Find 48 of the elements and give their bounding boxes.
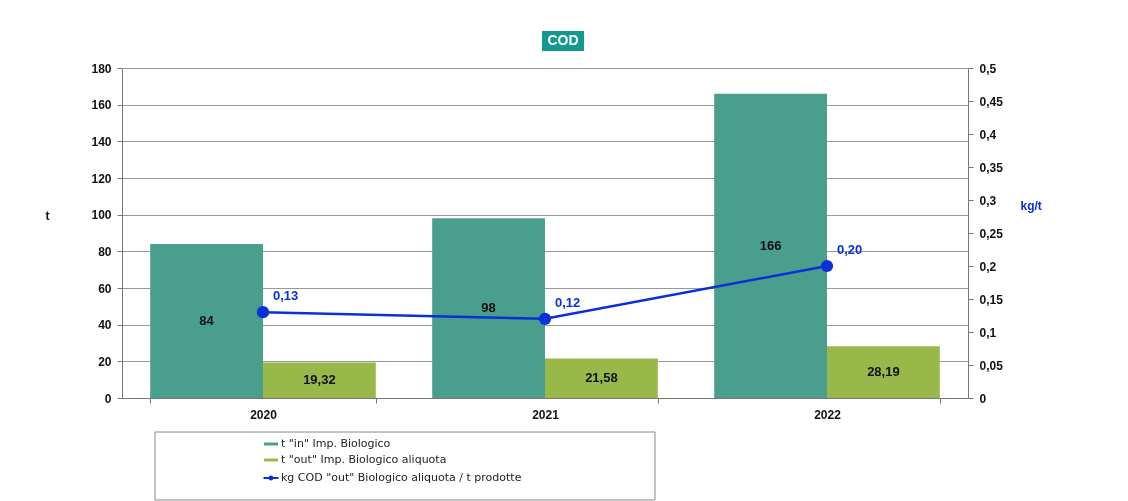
y-tick-label: 20	[98, 354, 112, 369]
y2-tick-label: 0,4	[979, 127, 997, 142]
y-tick-label: 0	[104, 391, 112, 406]
legend-label: kg COD "out" Biologico aliquota / t prodotte	[281, 471, 522, 484]
y-tick-label: 60	[98, 281, 112, 296]
bar	[150, 244, 263, 398]
data-label: 0,20	[837, 242, 863, 257]
point	[538, 312, 552, 325]
y-tick-label: 180	[91, 61, 112, 76]
y-tick-label: 120	[91, 171, 112, 186]
bar	[545, 358, 658, 398]
data-label: 19,32	[303, 372, 336, 388]
x-tick-label: 2021	[532, 407, 560, 422]
y-tick-label: 140	[91, 134, 112, 149]
x-tick-label: 2020	[250, 407, 278, 422]
y2-tick-label: 0,05	[979, 358, 1004, 373]
y2-tick-label: 0,35	[979, 160, 1004, 175]
data-label: 0,12	[555, 294, 581, 310]
bar	[432, 218, 545, 398]
y2-tick-label: 0,2	[979, 259, 997, 274]
y-tick-label: 100	[91, 208, 112, 223]
y2-tick-label: 0,15	[979, 292, 1004, 307]
bar	[263, 362, 376, 398]
y2-tick-label: 0,1	[979, 325, 997, 340]
point	[820, 259, 834, 273]
y-tick-label: 80	[98, 244, 112, 259]
bar	[714, 93, 827, 398]
data-label: 84	[199, 313, 215, 328]
point	[256, 306, 270, 319]
y2-tick-label: 0,45	[979, 94, 1004, 109]
y2-tick-label: 0	[979, 391, 987, 406]
y2-tick-label: 0,3	[979, 193, 997, 208]
data-label: 0,13	[273, 288, 299, 304]
data-label: 98	[481, 300, 496, 316]
x-tick-label: 2022	[814, 407, 842, 422]
data-label: 166	[759, 237, 782, 253]
bar	[827, 346, 940, 398]
chart-title: COD	[547, 32, 579, 48]
y2-axis-title: kg/t	[1020, 198, 1042, 213]
y-axis-title: t	[45, 208, 50, 223]
y2-tick-label: 0,25	[979, 226, 1004, 241]
legend-label: t "out" Imp. Biologico aliquota	[281, 453, 447, 466]
legend-label: t "in" Imp. Biologico	[281, 437, 391, 450]
data-label: 28,19	[867, 364, 900, 380]
data-label: 21,58	[585, 370, 618, 386]
y2-tick-label: 0,5	[979, 61, 997, 76]
y-tick-label: 40	[98, 318, 112, 333]
y-tick-label: 160	[91, 98, 112, 113]
